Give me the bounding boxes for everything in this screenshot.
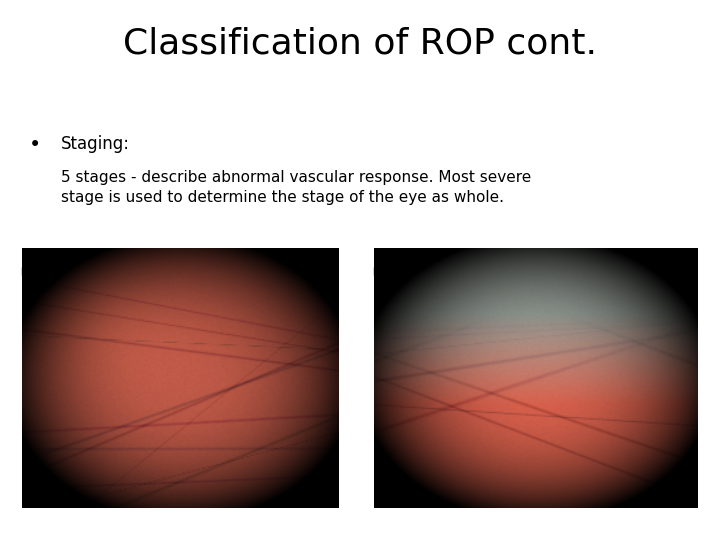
Text: Stage 2: Ridge: Stage 2: Ridge	[395, 259, 527, 278]
Text: Staging:: Staging:	[61, 135, 130, 153]
Bar	[374, 267, 386, 275]
Bar	[22, 267, 33, 275]
Text: Stage 1: Demarcation line: Stage 1: Demarcation line	[42, 259, 277, 278]
Text: •: •	[29, 135, 41, 155]
Text: 5 stages - describe abnormal vascular response. Most severe
stage is used to det: 5 stages - describe abnormal vascular re…	[61, 170, 531, 205]
Text: Classification of ROP cont.: Classification of ROP cont.	[123, 27, 597, 61]
